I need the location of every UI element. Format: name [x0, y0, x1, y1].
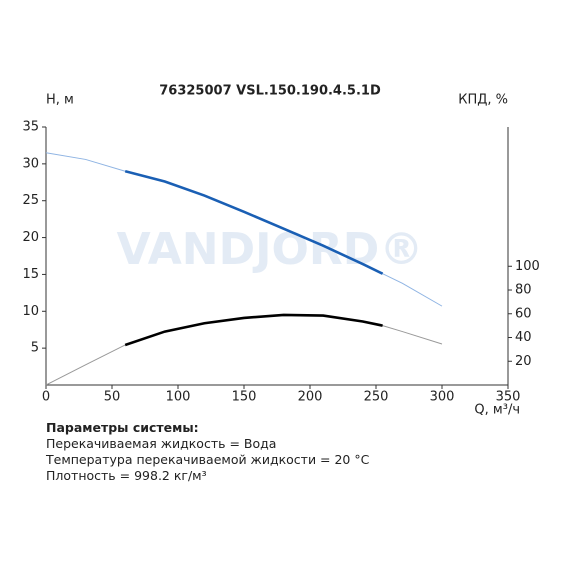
x-axis-label: Q, м³/ч: [474, 403, 520, 418]
parameter: Перекачиваемая жидкость = Вода: [46, 436, 277, 451]
parameters: Параметры системы: Перекачиваемая жидкос…: [46, 420, 369, 484]
parameter: Плотность = 998.2 кг/м³: [46, 468, 207, 483]
y2-tick-label: 60: [515, 306, 532, 321]
y-tick-label: 5: [31, 341, 39, 356]
y-axis-label: Н, м: [46, 93, 74, 108]
curve-operating: [124, 169, 384, 275]
y-tick-label: 35: [22, 120, 39, 135]
parameters-heading: Параметры системы:: [46, 420, 199, 435]
x-tick-label: 100: [166, 390, 191, 405]
watermark: VANDJORD®: [117, 224, 424, 275]
x-tick-label: 0: [42, 390, 50, 405]
y2-tick-label: 80: [515, 283, 532, 298]
parameter: Температура перекачиваемой жидкости = 20…: [46, 452, 370, 467]
y-tick-label: 30: [22, 156, 39, 171]
x-tick-label: 350: [496, 390, 521, 405]
chart-title: 76325007 VSL.150.190.4.5.1D: [159, 84, 381, 99]
y2-tick-label: 20: [515, 354, 532, 369]
x-tick-label: 250: [364, 390, 389, 405]
y-tick-label: 15: [22, 267, 39, 282]
y2-tick-label: 40: [515, 330, 532, 345]
y-tick-label: 25: [22, 193, 39, 208]
y-tick-label: 10: [22, 304, 39, 319]
x-tick-label: 50: [104, 390, 121, 405]
x-tick-label: 150: [232, 390, 257, 405]
y-tick-label: 20: [22, 230, 39, 245]
x-tick-label: 300: [430, 390, 455, 405]
y2-tick-label: 100: [515, 259, 540, 274]
x-tick-label: 200: [298, 390, 323, 405]
curve-operating: [124, 313, 383, 347]
y2-axis-label: КПД, %: [458, 93, 508, 108]
